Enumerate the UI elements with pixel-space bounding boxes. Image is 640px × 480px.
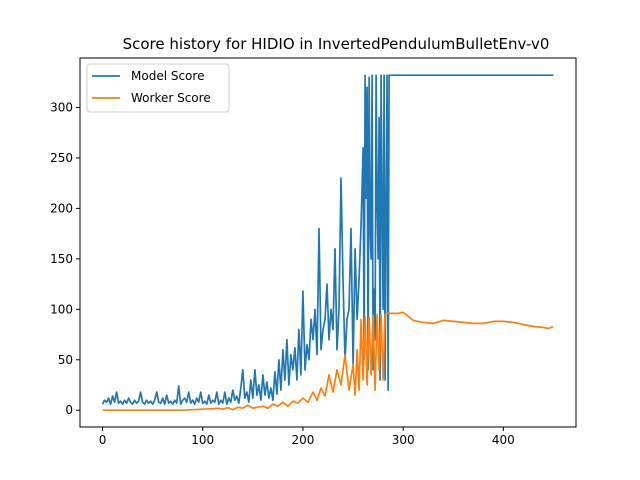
axes-frame xyxy=(79,57,577,428)
series-line-worker-score xyxy=(102,311,554,412)
series-line-model-score xyxy=(101,74,554,406)
x-tick-label-0: 0 xyxy=(99,433,107,447)
y-tick-label-300: 300 xyxy=(50,100,73,114)
x-tick-label-300: 300 xyxy=(392,433,415,447)
legend-label-worker-score: Worker Score xyxy=(131,91,211,105)
y-tick-label-150: 150 xyxy=(50,252,73,266)
x-tick-label-200: 200 xyxy=(291,433,314,447)
legend-box xyxy=(86,63,230,113)
series-layer xyxy=(101,74,554,412)
x-tick-label-100: 100 xyxy=(191,433,214,447)
y-tick-label-250: 250 xyxy=(50,151,73,165)
x-tick-label-400: 400 xyxy=(492,433,515,447)
legend-label-model-score: Model Score xyxy=(131,69,204,83)
ticks-layer: 0 100 200 300 400 0 50 100 150 200 250 300 xyxy=(50,100,515,447)
y-tick-label-200: 200 xyxy=(50,201,73,215)
chart-title: Score history for HIDIO in InvertedPendu… xyxy=(123,35,550,53)
y-tick-label-100: 100 xyxy=(50,302,73,316)
legend: Model Score Worker Score xyxy=(86,63,230,113)
y-tick-label-0: 0 xyxy=(65,403,73,417)
y-tick-label-50: 50 xyxy=(58,353,73,367)
